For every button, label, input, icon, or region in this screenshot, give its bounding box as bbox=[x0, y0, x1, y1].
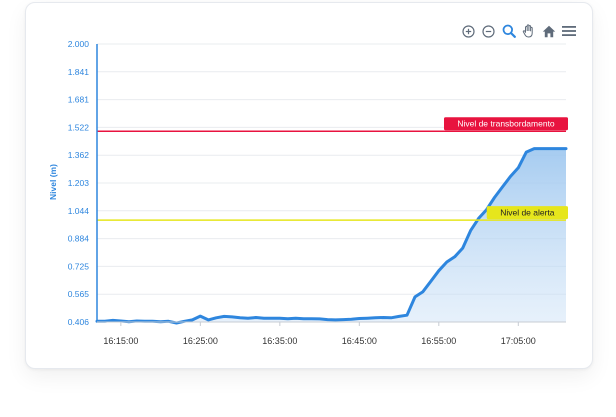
y-tick-label: 0.725 bbox=[68, 261, 90, 271]
y-tick-label: 0.884 bbox=[68, 234, 90, 244]
alert-threshold-label: Nivel de alerta bbox=[500, 208, 555, 218]
y-tick-label: 1.203 bbox=[68, 178, 90, 188]
x-tick-label: 16:25:00 bbox=[183, 336, 218, 346]
series-area-fill bbox=[97, 148, 566, 323]
y-tick-label: 1.044 bbox=[68, 206, 90, 216]
pan-hand-icon[interactable] bbox=[520, 23, 537, 40]
zoom-out-icon[interactable] bbox=[480, 23, 497, 40]
x-tick-label: 16:15:00 bbox=[103, 336, 138, 346]
y-tick-label: 0.565 bbox=[68, 289, 90, 299]
x-tick-label: 16:55:00 bbox=[421, 336, 456, 346]
chart-toolbar bbox=[460, 22, 577, 40]
alert-threshold-badge bbox=[486, 206, 568, 220]
y-tick-label: 1.841 bbox=[68, 67, 90, 77]
x-tick-label: 16:35:00 bbox=[262, 336, 297, 346]
series-area bbox=[97, 148, 566, 323]
y-tick-label: 2.000 bbox=[68, 39, 90, 49]
y-tick-label: 1.362 bbox=[68, 150, 90, 160]
zoom-selection-icon[interactable] bbox=[500, 23, 517, 40]
y-axis-label: Nivel (m) bbox=[48, 164, 58, 200]
menu-icon[interactable] bbox=[560, 23, 577, 40]
overflow-threshold-badge bbox=[444, 117, 568, 131]
thresholds: Nivel de transbordamento Nivel de alerta bbox=[97, 117, 568, 221]
home-reset-icon[interactable] bbox=[540, 23, 557, 40]
x-tick-label: 16:45:00 bbox=[342, 336, 377, 346]
x-tick-label: 17:05:00 bbox=[501, 336, 536, 346]
y-tick-label: 1.522 bbox=[68, 122, 90, 132]
y-tick-label: 1.681 bbox=[68, 95, 90, 105]
y-tick-label: 0.406 bbox=[68, 317, 90, 327]
zoom-in-icon[interactable] bbox=[460, 23, 477, 40]
axes: 2.000 1.841 1.681 1.522 1.362 1.203 1.044 0.884… bbox=[68, 39, 566, 346]
overflow-threshold-label: Nivel de transbordamento bbox=[457, 119, 555, 129]
